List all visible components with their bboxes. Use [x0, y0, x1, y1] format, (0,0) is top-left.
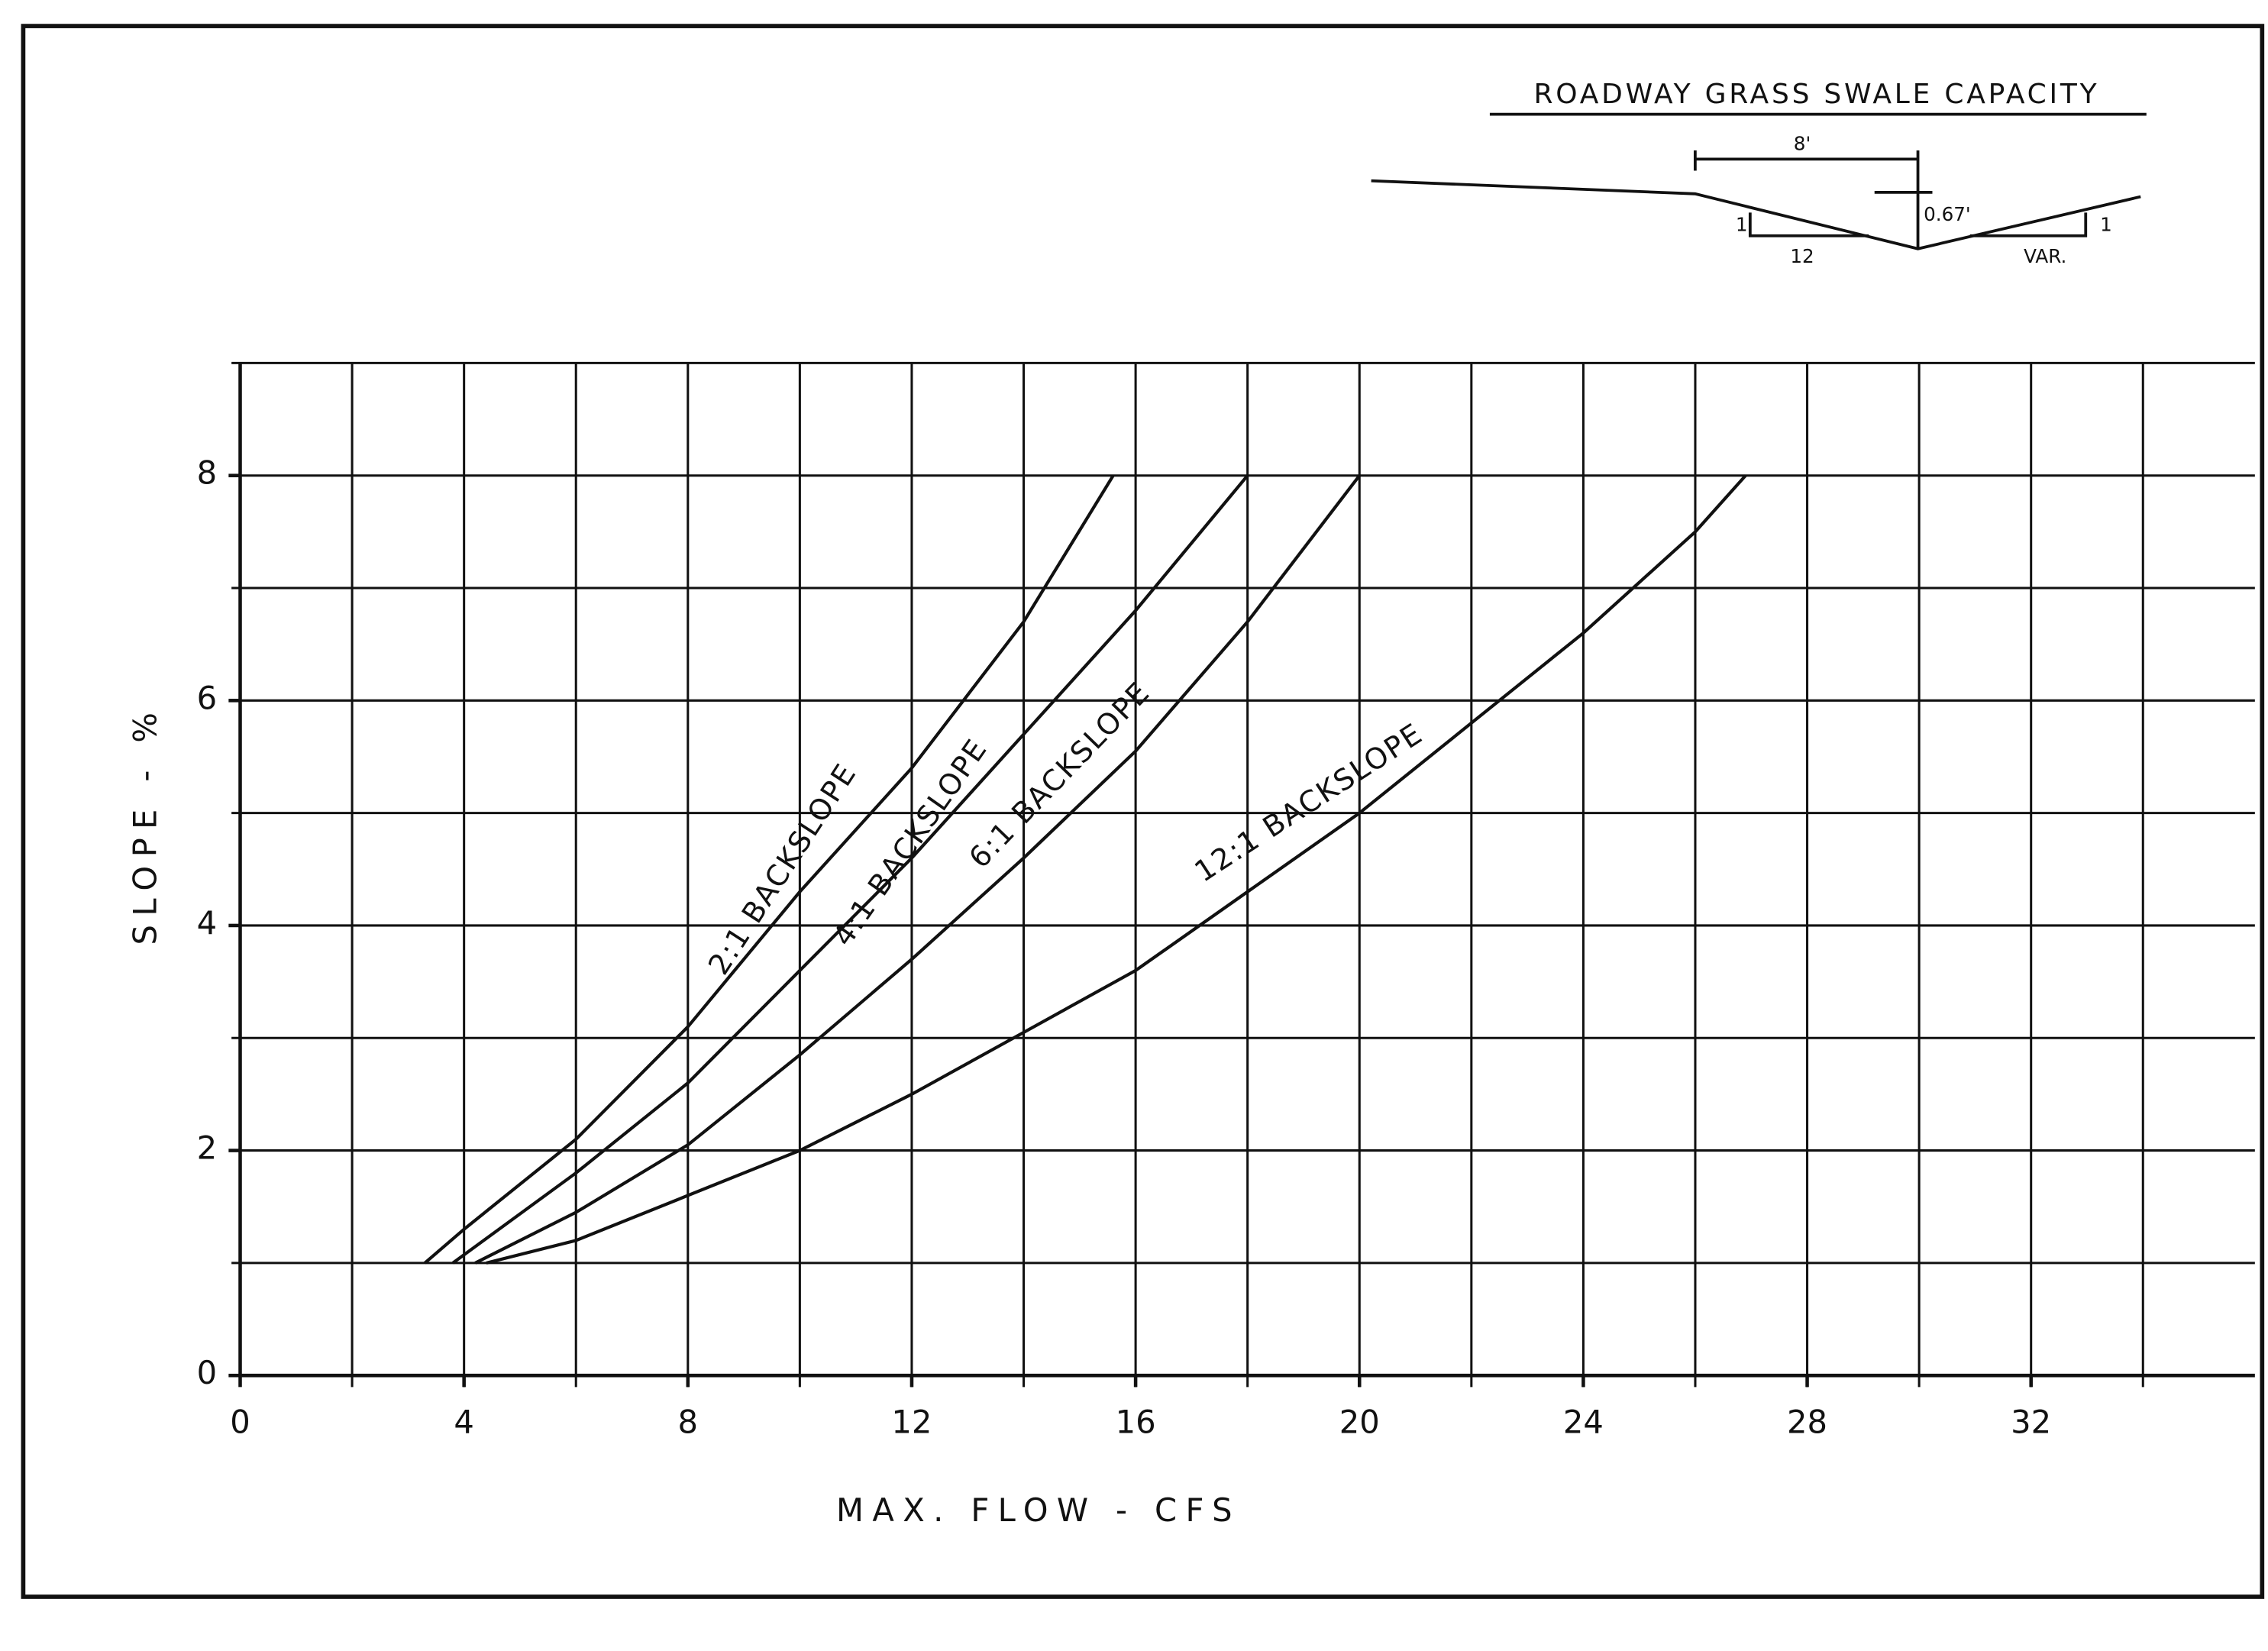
x-axis-label: MAX. FLOW - CFS	[836, 1491, 1241, 1529]
y-tick-label: 4	[197, 904, 218, 942]
x-tick-label: 16	[1116, 1404, 1156, 1441]
y-tick-label: 0	[197, 1354, 218, 1391]
inset-label: 8'	[1794, 132, 1811, 154]
curve-label: 6:1 BACKSLOPE	[962, 675, 1156, 874]
x-tick-label: 8	[678, 1404, 699, 1441]
x-tick-label: 12	[891, 1404, 932, 1441]
curve	[474, 474, 1361, 1265]
chart-title: ROADWAY GRASS SWALE CAPACITY	[1533, 79, 2099, 110]
x-tick-label: 4	[454, 1404, 474, 1441]
x-tick-label: 28	[1787, 1404, 1827, 1441]
inset-label: 0.67'	[1924, 203, 1971, 225]
y-tick-label: 8	[197, 454, 218, 492]
y-axis-label: SLOPE - %	[126, 704, 163, 945]
curve-label: 12:1 BACKSLOPE	[1188, 716, 1428, 889]
x-tick-label: 0	[230, 1404, 250, 1441]
inset-label: 1	[2100, 213, 2112, 235]
x-tick-label: 32	[2011, 1404, 2051, 1441]
y-tick-label: 6	[197, 679, 218, 716]
cross-section	[1371, 150, 2141, 250]
curve-label: 4:1 BACKSLOPE	[826, 732, 994, 952]
curve	[423, 474, 1115, 1265]
y-tick-label: 2	[197, 1129, 218, 1167]
inset-label: VAR.	[2024, 245, 2066, 267]
inset-label: 12	[1790, 245, 1814, 267]
curve	[451, 474, 1249, 1265]
inset-label: 1	[1736, 213, 1748, 235]
curve	[486, 474, 1747, 1265]
frame	[21, 24, 2265, 1599]
x-tick-label: 20	[1339, 1404, 1380, 1441]
curve-label: 2:1 BACKSLOPE	[702, 757, 863, 981]
x-tick-label: 24	[1563, 1404, 1604, 1441]
